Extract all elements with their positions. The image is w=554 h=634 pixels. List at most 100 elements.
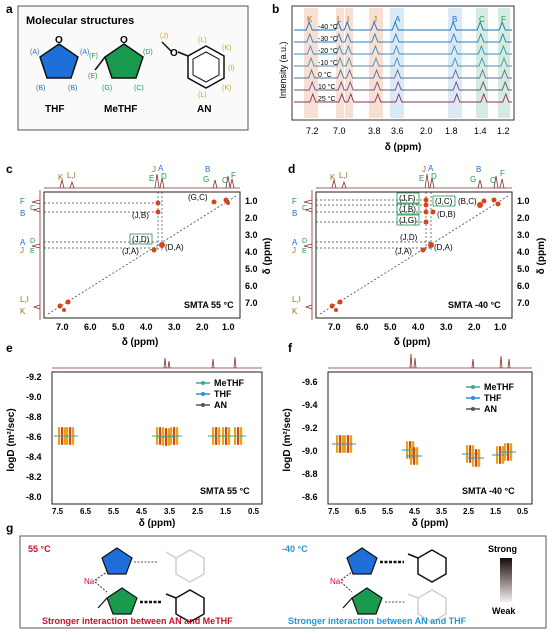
- panel-d-left-labels: F C B A D J E L,I K: [292, 197, 307, 316]
- panel-c-yticks: 1.0 2.0 3.0 4.0 5.0 6.0 7.0: [245, 196, 258, 308]
- panel-f-spots: [332, 435, 516, 467]
- panel-e-xticks: 7.5 6.5 5.5 4.5 3.5 2.5 1.5 0.5: [52, 507, 260, 516]
- svg-text:-8.4: -8.4: [26, 452, 42, 462]
- temperature-label: -10 °C: [318, 59, 338, 67]
- an-ring-icon: [417, 549, 447, 583]
- svg-text:2.0: 2.0: [245, 213, 258, 223]
- svg-text:5.0: 5.0: [384, 322, 397, 332]
- panel-label-b: b: [272, 2, 279, 16]
- svg-text:7.5: 7.5: [328, 507, 340, 516]
- svg-text:F: F: [501, 15, 506, 24]
- panel-label-e: e: [6, 341, 13, 355]
- svg-text:(J,D): (J,D): [400, 233, 418, 242]
- panel-g-right-caption: Stronger interaction between AN and THF: [288, 616, 467, 626]
- methf-ring-icon: [104, 43, 144, 79]
- svg-text:F: F: [500, 169, 505, 178]
- svg-text:6.0: 6.0: [356, 322, 369, 332]
- svg-text:(D,B): (D,B): [437, 210, 456, 219]
- temperature-label: 25 °C: [318, 95, 336, 103]
- svg-text:4.5: 4.5: [409, 507, 421, 516]
- panel-d-top-spectrum: [331, 173, 505, 189]
- panel-d-ylabel: δ (ppm): [536, 238, 547, 275]
- svg-text:(C): (C): [134, 85, 144, 92]
- temperature-label: -30 °C: [318, 35, 338, 43]
- peak: [430, 209, 436, 215]
- svg-text:(J,B): (J,B): [399, 205, 416, 214]
- svg-text:3.0: 3.0: [245, 230, 258, 240]
- svg-text:(J,C): (J,C): [435, 197, 453, 206]
- svg-text:2.5: 2.5: [192, 507, 204, 516]
- svg-text:7.0: 7.0: [517, 298, 530, 308]
- svg-text:O: O: [120, 35, 128, 46]
- svg-text:3.8: 3.8: [368, 126, 381, 136]
- svg-text:4.5: 4.5: [136, 507, 148, 516]
- legend-marker: [201, 403, 205, 407]
- temperature-label: 10 °C: [318, 83, 336, 91]
- svg-text:4.0: 4.0: [245, 247, 258, 257]
- svg-text:C: C: [302, 205, 307, 212]
- panel-d-top-labels: K L,I J A E D B G F C: [330, 164, 505, 185]
- panel-e-yticks: -9.2 -9.0 -8.8 -8.6 -8.4 -8.2 -8.0: [26, 372, 42, 502]
- svg-text:1.0: 1.0: [517, 196, 530, 206]
- svg-text:7.0: 7.0: [56, 322, 69, 332]
- svg-text:(F): (F): [89, 53, 98, 60]
- svg-text:L,I: L,I: [339, 171, 348, 180]
- svg-text:1.2: 1.2: [497, 126, 510, 136]
- thf-name: THF: [45, 104, 64, 115]
- panel-g-frame: [19, 535, 547, 629]
- svg-text:6.5: 6.5: [355, 507, 367, 516]
- svg-text:1.8: 1.8: [445, 126, 458, 136]
- svg-text:0.5: 0.5: [248, 507, 260, 516]
- svg-text:-8.6: -8.6: [302, 492, 318, 502]
- svg-text:(J,B): (J,B): [132, 211, 149, 220]
- svg-text:A: A: [158, 164, 164, 173]
- svg-text:(A): (A): [80, 49, 89, 56]
- legend-marker: [471, 396, 475, 400]
- panel-c-xlabel: δ (ppm): [122, 337, 159, 348]
- svg-text:K: K: [20, 307, 26, 316]
- peak: [62, 308, 66, 312]
- panel-b: -40 °C -30 °C -20 °C -10 °C 0 °C 10 °C 25 °C K…: [278, 5, 515, 153]
- svg-text:(J,F): (J,F): [399, 194, 416, 203]
- svg-text:(K): (K): [222, 45, 231, 52]
- panel-f-yticks: -9.6 -9.4 -9.2 -9.0 -8.8 -8.6: [302, 377, 318, 502]
- panel-c-condition: SMTA 55 °C: [184, 300, 234, 310]
- methf-ring-icon: [106, 587, 138, 615]
- svg-text:3.5: 3.5: [436, 507, 448, 516]
- panel-label-d: d: [288, 162, 295, 176]
- svg-text:(D,A): (D,A): [165, 243, 184, 252]
- svg-text:L,I: L,I: [67, 171, 76, 180]
- panel-g-left-caption: Stronger interaction between AN and MeTH…: [42, 616, 233, 626]
- methf-name: MeTHF: [104, 104, 137, 115]
- panel-e-top-spectrum: [163, 356, 237, 369]
- svg-text:K: K: [307, 15, 313, 24]
- svg-text:4.0: 4.0: [517, 247, 530, 257]
- panel-f: MeTHF THF AN SMTA -40 °C -9.6 -9.4 -9.2 …: [282, 353, 533, 529]
- svg-text:-9.0: -9.0: [302, 446, 318, 456]
- panel-d-cross-peaks: [329, 197, 501, 312]
- svg-text:(B): (B): [68, 85, 77, 92]
- svg-text:B: B: [452, 15, 457, 24]
- svg-text:J: J: [373, 15, 377, 24]
- panel-c-plot-area: [43, 191, 241, 319]
- svg-text:(L): (L): [198, 37, 207, 44]
- peak: [477, 202, 483, 208]
- spectrum-trace: [294, 80, 512, 91]
- svg-text:E: E: [419, 174, 424, 183]
- panel-b-temperature-labels: -40 °C -30 °C -20 °C -10 °C 0 °C 10 °C 25 °C: [318, 23, 338, 103]
- svg-text:(G,C): (G,C): [188, 193, 208, 202]
- legend-marker: [471, 407, 475, 411]
- panel-e-spots: [54, 427, 246, 446]
- panel-e: MeTHF THF AN SMTA 55 °C -9.2 -9.0 -8.8 -…: [6, 356, 263, 529]
- svg-text:J: J: [422, 165, 426, 174]
- svg-text:C: C: [30, 205, 35, 212]
- panel-label-f: f: [288, 341, 293, 355]
- peak: [159, 242, 165, 248]
- svg-text:C: C: [222, 176, 228, 185]
- svg-text:L: L: [337, 15, 342, 24]
- svg-text:A: A: [395, 15, 401, 24]
- panel-d-xticks: 7.0 6.0 5.0 4.0 3.0 2.0 1.0: [328, 322, 507, 332]
- panel-c-peak-labels: (G,C) (J,B) (J,D) (D,A) (J,A): [122, 193, 208, 256]
- panel-f-xticks: 7.5 6.5 5.5 4.5 3.5 2.5 1.5 0.5: [328, 507, 529, 516]
